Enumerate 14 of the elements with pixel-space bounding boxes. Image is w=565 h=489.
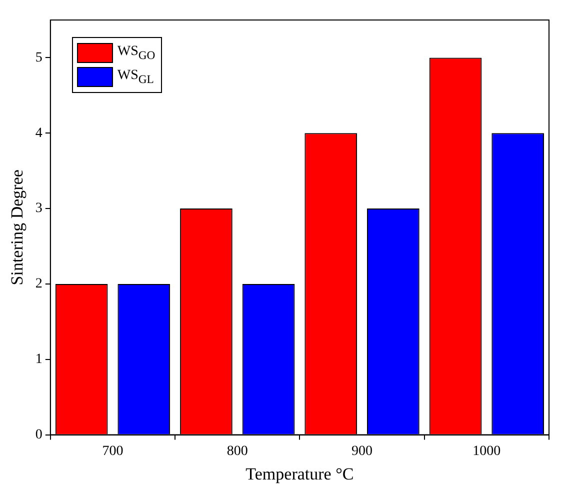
x-tick-label: 800 bbox=[226, 444, 248, 459]
x-tick-label: 1000 bbox=[472, 444, 501, 459]
y-tick-label: 3 bbox=[35, 201, 42, 216]
legend-label: WS$_{GL}$ bbox=[117, 68, 154, 86]
x-tick-label: 900 bbox=[352, 444, 373, 459]
y-axis-title: Sintering Degree bbox=[8, 170, 27, 286]
legend-label: WS$_{GO}$ bbox=[117, 44, 156, 62]
y-tick-label: 1 bbox=[35, 352, 42, 368]
y-tick-label: 2 bbox=[35, 276, 42, 292]
y-tick-label: 0 bbox=[35, 427, 42, 442]
x-axis-title: Temperature °C bbox=[246, 464, 354, 484]
x-tick-label: 700 bbox=[102, 444, 124, 459]
y-tick-label: 4 bbox=[35, 126, 42, 141]
y-tick-label: 5 bbox=[35, 50, 42, 66]
